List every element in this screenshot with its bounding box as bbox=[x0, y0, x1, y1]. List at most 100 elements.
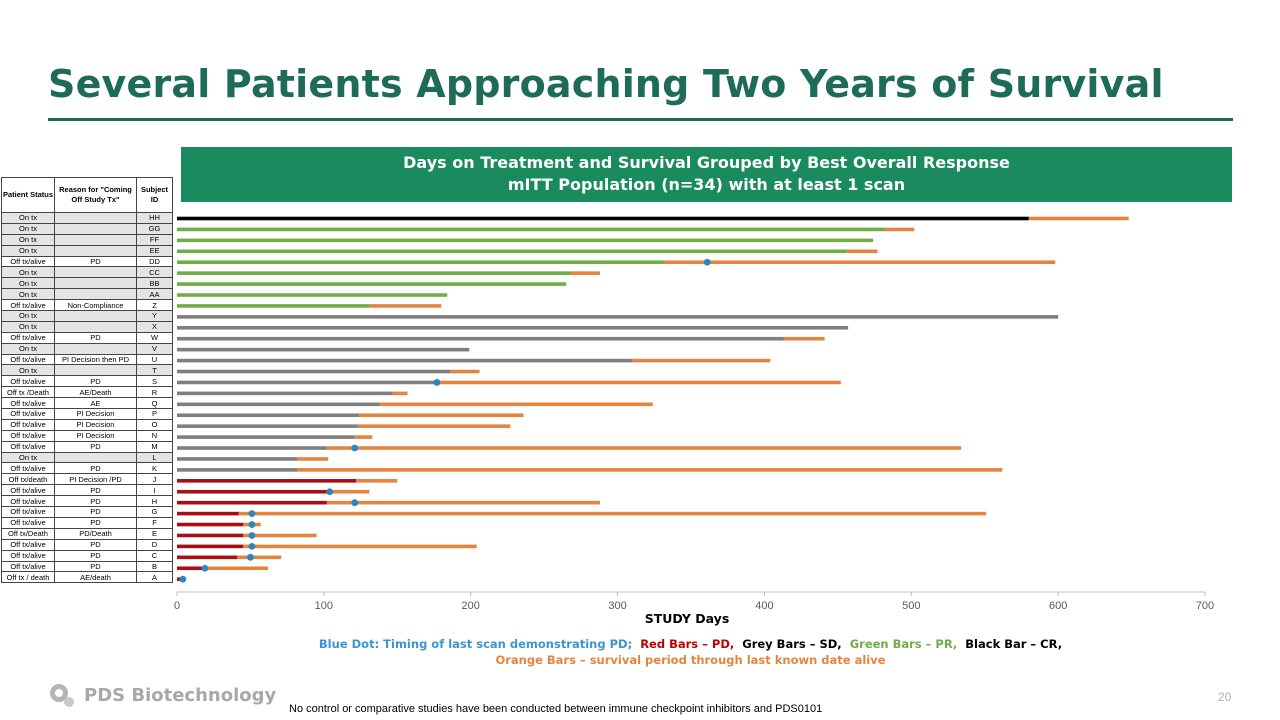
survival-bar-H bbox=[326, 500, 600, 505]
survival-bar-D bbox=[243, 544, 477, 549]
treatment-bar-CC bbox=[177, 271, 571, 275]
treatment-bar-B bbox=[177, 566, 204, 571]
legend-grey-bars: Grey Bars – SD, bbox=[742, 637, 842, 651]
cell-subject-id: F bbox=[136, 516, 173, 529]
legend-blue-dot: Blue Dot: Timing of last scan demonstrat… bbox=[318, 637, 633, 651]
survival-bar-M bbox=[326, 446, 962, 450]
treatment-bar-GG bbox=[177, 227, 885, 232]
table-row: On tx CC bbox=[1, 266, 173, 279]
treatment-bar-K bbox=[177, 468, 298, 472]
survival-bar-W bbox=[783, 336, 825, 341]
survival-bar-O bbox=[357, 424, 511, 428]
survival-bar-B bbox=[203, 566, 269, 571]
page-number: 20 bbox=[1218, 690, 1232, 704]
company-logo: PDS Biotechnology bbox=[48, 682, 276, 708]
header-reason: Reason for "Coming Off Study Tx" bbox=[54, 177, 137, 213]
survival-bar-HH bbox=[1028, 216, 1129, 221]
pd-scan-dot-F bbox=[248, 521, 256, 528]
treatment-bar-T bbox=[177, 369, 451, 374]
table-row: Off tx/alive PD G bbox=[1, 506, 173, 518]
table-row: Off tx/Death PD/Death E bbox=[1, 527, 173, 540]
table-row: On tx BB bbox=[1, 277, 173, 290]
treatment-bar-A bbox=[177, 577, 180, 581]
banner-line-1: Days on Treatment and Survival Grouped b… bbox=[403, 153, 1010, 172]
table-row: Off tx/alive PD C bbox=[1, 549, 173, 562]
survival-bar-Q bbox=[379, 402, 653, 407]
survival-bar-K bbox=[297, 468, 1003, 472]
treatment-bar-HH bbox=[177, 216, 1029, 221]
treatment-bar-H bbox=[177, 500, 327, 505]
treatment-bar-O bbox=[177, 424, 358, 428]
treatment-bar-G bbox=[177, 511, 239, 516]
treatment-bar-M bbox=[177, 446, 327, 450]
treatment-bar-X bbox=[177, 326, 849, 330]
treatment-bar-Y bbox=[177, 315, 1059, 319]
table-row: Off tx/alive PD D bbox=[1, 538, 173, 551]
pd-scan-dot-I bbox=[326, 488, 334, 496]
survival-bar-E bbox=[243, 533, 317, 538]
x-tick-label: 700 bbox=[1196, 600, 1214, 612]
table-row: Off tx/alive PI Decision then PD U bbox=[1, 353, 173, 366]
survival-bar-S bbox=[436, 380, 841, 385]
legend-line-2: Orange Bars – survival period through la… bbox=[0, 653, 1280, 667]
pd-scan-dot-D bbox=[248, 543, 256, 550]
pd-scan-dot-H bbox=[351, 499, 359, 507]
treatment-bar-V bbox=[177, 347, 470, 352]
table-row: Off tx/alive PD F bbox=[1, 516, 173, 529]
survival-bar-EE bbox=[846, 249, 878, 254]
treatment-bar-P bbox=[177, 413, 360, 418]
table-row: Off tx / death AE/death A bbox=[1, 571, 173, 584]
survival-bar-I bbox=[326, 489, 370, 494]
table-row: Off tx/alive PD M bbox=[1, 440, 173, 453]
chart-banner: Days on Treatment and Survival Grouped b… bbox=[181, 147, 1232, 202]
cell-subject-id: A bbox=[136, 571, 173, 584]
x-tick-label: 300 bbox=[608, 600, 626, 612]
page-title: Several Patients Approaching Two Years o… bbox=[48, 62, 1164, 106]
cell-subject-id: D bbox=[136, 538, 173, 551]
logo-text: PDS Biotechnology bbox=[84, 684, 277, 706]
treatment-bar-FF bbox=[177, 238, 874, 243]
survival-bar-R bbox=[392, 391, 408, 396]
treatment-bar-N bbox=[177, 435, 355, 439]
survival-bar-GG bbox=[884, 227, 915, 232]
pd-scan-dot-C bbox=[247, 553, 254, 561]
survival-bar-N bbox=[354, 435, 373, 439]
survival-bar-DD bbox=[664, 260, 1056, 265]
banner-line-2: mITT Population (n=34) with at least 1 s… bbox=[507, 175, 906, 194]
treatment-bar-Q bbox=[177, 402, 380, 407]
treatment-bar-F bbox=[177, 522, 244, 527]
table-body: On tx HH On tx GG On tx FF On tx EE Off tx/alive… bbox=[1, 212, 173, 584]
header-patient-status: Patient Status bbox=[1, 177, 55, 213]
treatment-bar-L bbox=[177, 457, 298, 461]
treatment-bar-U bbox=[177, 358, 633, 363]
pd-scan-dot-S bbox=[433, 379, 441, 386]
header-subject-id: Subject ID bbox=[136, 177, 173, 213]
treatment-bar-D bbox=[177, 544, 244, 549]
survival-bar-L bbox=[297, 457, 329, 461]
x-axis-title: STUDY Days bbox=[645, 611, 730, 626]
pd-scan-dot-E bbox=[248, 532, 256, 539]
treatment-bar-W bbox=[177, 336, 784, 341]
treatment-bar-Z bbox=[177, 304, 370, 308]
cell-subject-id: B bbox=[136, 560, 173, 573]
treatment-bar-DD bbox=[177, 260, 665, 265]
legend-orange-bars: Orange Bars – survival period through la… bbox=[495, 653, 886, 667]
survival-bar-Z bbox=[369, 304, 442, 308]
survival-bar-C bbox=[237, 555, 282, 560]
pd-scan-dot-A bbox=[179, 575, 187, 583]
treatment-bar-J bbox=[177, 479, 357, 483]
pd-scan-dot-B bbox=[201, 564, 209, 572]
legend-line-1: Blue Dot: Timing of last scan demonstrat… bbox=[0, 637, 1280, 651]
cell-subject-id: E bbox=[136, 527, 173, 540]
x-tick-label: 200 bbox=[462, 600, 480, 612]
survival-bar-J bbox=[356, 479, 398, 483]
survival-bar-P bbox=[359, 413, 524, 418]
x-tick-label: 100 bbox=[315, 600, 333, 612]
x-tick-label: 0 bbox=[174, 600, 180, 612]
survival-bar-G bbox=[238, 511, 987, 516]
legend-red-bars: Red Bars – PD, bbox=[640, 637, 735, 651]
x-tick-label: 500 bbox=[902, 600, 920, 612]
cell-subject-id: C bbox=[136, 549, 173, 562]
pd-scan-dot-G bbox=[248, 510, 256, 518]
